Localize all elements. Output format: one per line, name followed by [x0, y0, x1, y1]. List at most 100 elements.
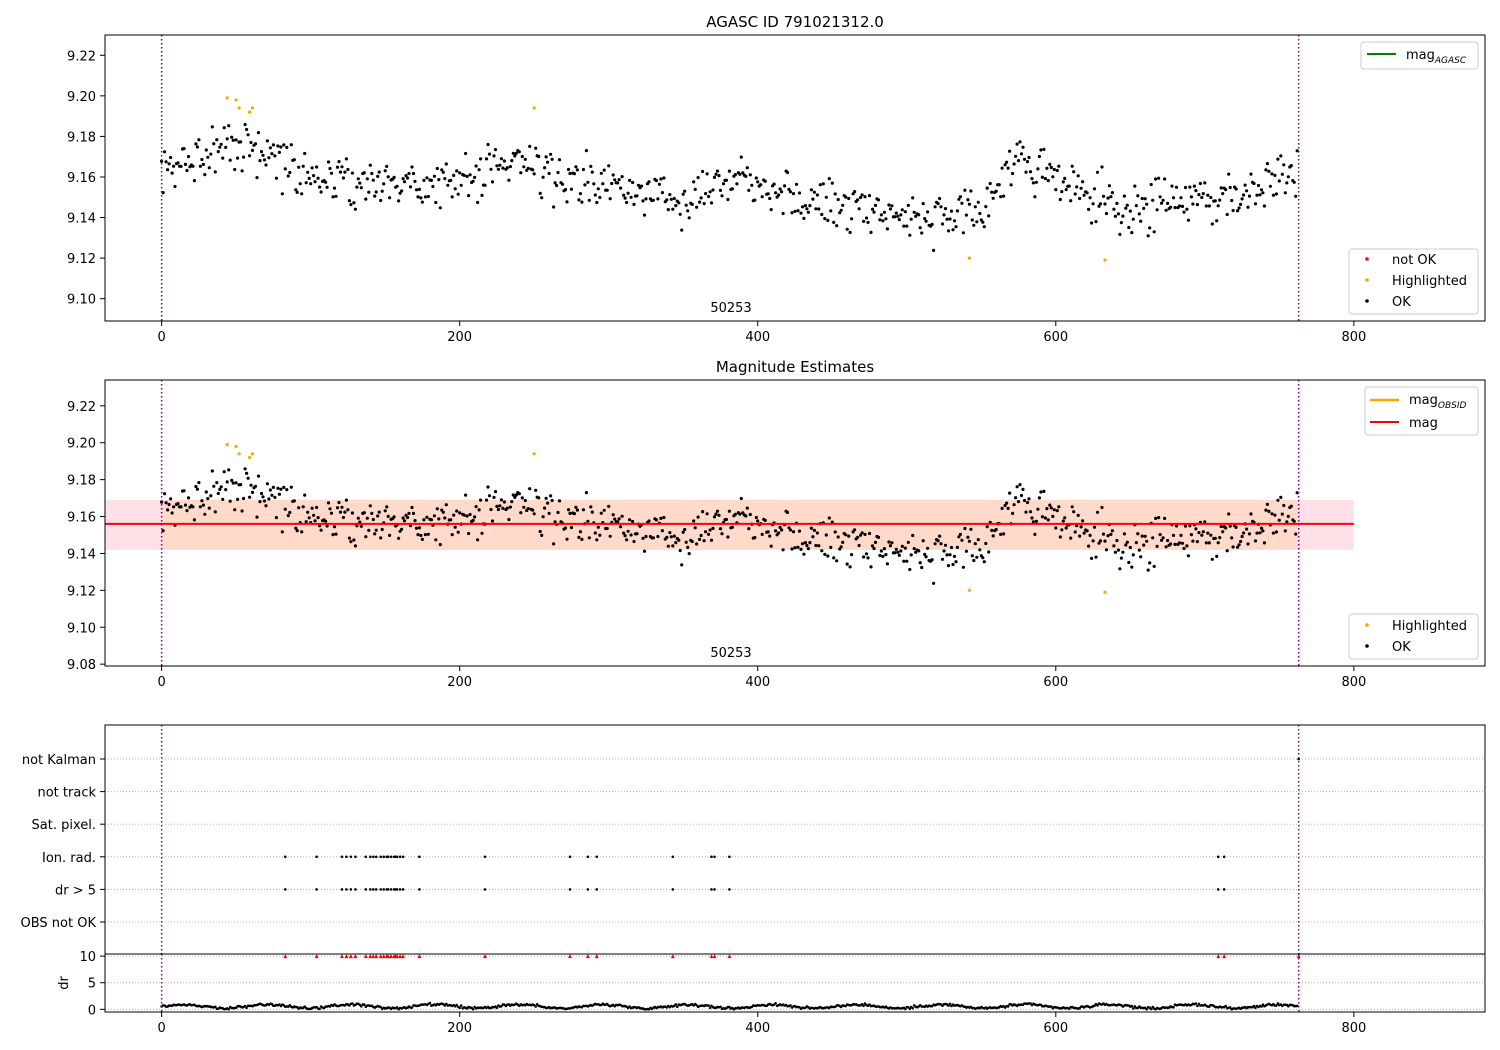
ok-point — [799, 211, 803, 215]
ok-point — [286, 514, 290, 518]
ok-point — [677, 201, 681, 205]
dr-point — [455, 1003, 459, 1007]
ok-point — [1019, 493, 1024, 498]
panel2-legend-status: Highlighted OK — [1348, 613, 1479, 660]
ok-point — [1085, 191, 1089, 195]
ok-point — [701, 510, 705, 514]
ok-point — [511, 151, 515, 155]
flag-row-label: not track — [37, 786, 96, 801]
ok-point — [295, 190, 299, 194]
ok-point — [739, 155, 743, 159]
ok-point — [687, 552, 691, 556]
panel2-legend-mag-obsid: mag — [1409, 393, 1438, 408]
panel1-frame — [104, 34, 1486, 322]
ok-point — [1207, 204, 1211, 208]
ok-point — [288, 510, 292, 515]
ok-point — [392, 175, 396, 179]
flag-point — [418, 888, 421, 891]
ok-point — [432, 174, 436, 178]
ok-point — [1109, 195, 1113, 199]
ok-point — [382, 182, 386, 186]
ok-point — [1113, 550, 1117, 554]
ok-point — [656, 197, 660, 201]
ok-point — [768, 534, 772, 538]
ok-point — [829, 545, 833, 550]
flag-point — [340, 888, 344, 891]
ok-point — [1055, 168, 1059, 173]
ok-point — [672, 534, 676, 538]
ok-point — [961, 231, 966, 235]
ok-point — [617, 517, 621, 521]
ok-point — [662, 515, 666, 520]
ok-point — [265, 139, 269, 143]
ok-point — [493, 148, 498, 152]
ok-point — [780, 528, 784, 532]
ok-point — [431, 184, 435, 189]
ok-point — [417, 526, 421, 530]
ok-point — [718, 527, 723, 531]
ok-point — [939, 542, 943, 546]
ok-point — [420, 200, 424, 204]
ok-point — [641, 536, 645, 540]
ok-point — [367, 190, 371, 194]
flag-point — [401, 855, 405, 859]
ok-point — [215, 481, 219, 485]
ok-point — [1073, 192, 1077, 196]
ok-point — [809, 526, 814, 530]
dr-point — [534, 1005, 537, 1008]
ok-point — [325, 185, 329, 189]
ok-point — [203, 173, 207, 177]
ok-point — [507, 178, 511, 182]
ok-point — [1169, 205, 1173, 209]
ok-point — [1009, 183, 1013, 187]
ok-point — [812, 528, 817, 533]
ok-point — [228, 499, 232, 503]
ytick-label: 9.18 — [67, 474, 96, 489]
dr-point — [708, 1006, 712, 1010]
dr-point — [428, 1001, 432, 1005]
ok-point — [259, 150, 264, 154]
ok-point — [1207, 541, 1211, 545]
ok-point — [657, 182, 662, 186]
ok-point — [216, 491, 220, 496]
ok-point — [1247, 194, 1252, 198]
ok-point — [769, 544, 773, 548]
ok-point — [690, 539, 694, 544]
ok-point — [832, 556, 836, 560]
ok-point — [890, 204, 894, 208]
ok-point — [847, 534, 851, 538]
ok-point — [264, 504, 268, 508]
ok-point — [724, 517, 729, 522]
ok-point — [668, 193, 672, 197]
ok-point — [400, 527, 404, 531]
ok-point — [200, 499, 204, 503]
ok-point — [307, 176, 311, 180]
highlighted-point — [967, 256, 972, 260]
ok-point — [696, 176, 700, 180]
ok-point — [161, 529, 165, 533]
ok-point — [334, 532, 338, 536]
ok-point — [806, 547, 811, 551]
ok-point — [774, 529, 778, 533]
ok-point — [341, 176, 345, 180]
ok-point — [1128, 209, 1132, 213]
ok-point — [552, 205, 556, 209]
flag-point — [671, 888, 675, 891]
dr-point — [495, 1006, 499, 1010]
ok-point — [598, 533, 602, 537]
ok-point — [845, 227, 849, 231]
flag-row-label: not Kalman — [22, 753, 96, 768]
ok-point — [1161, 198, 1165, 202]
ok-point — [581, 508, 586, 512]
ok-point — [270, 493, 274, 497]
ok-point — [1224, 188, 1228, 192]
xtick-label: 800 — [1341, 1021, 1366, 1036]
ok-point — [1186, 554, 1190, 558]
ok-point — [733, 173, 738, 177]
ok-point — [294, 526, 298, 530]
ok-point — [830, 520, 834, 524]
ok-point — [1110, 529, 1114, 533]
ok-point — [964, 213, 969, 217]
ok-point — [435, 166, 439, 171]
